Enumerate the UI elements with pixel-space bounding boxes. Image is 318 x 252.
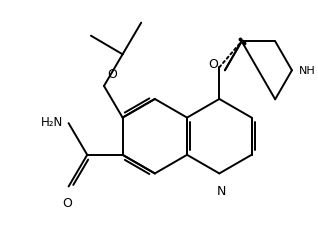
Text: NH: NH	[299, 66, 316, 76]
Text: O: O	[62, 196, 72, 209]
Text: H₂N: H₂N	[41, 115, 63, 128]
Text: N: N	[217, 184, 226, 197]
Text: O: O	[208, 58, 218, 71]
Text: O: O	[108, 68, 118, 81]
